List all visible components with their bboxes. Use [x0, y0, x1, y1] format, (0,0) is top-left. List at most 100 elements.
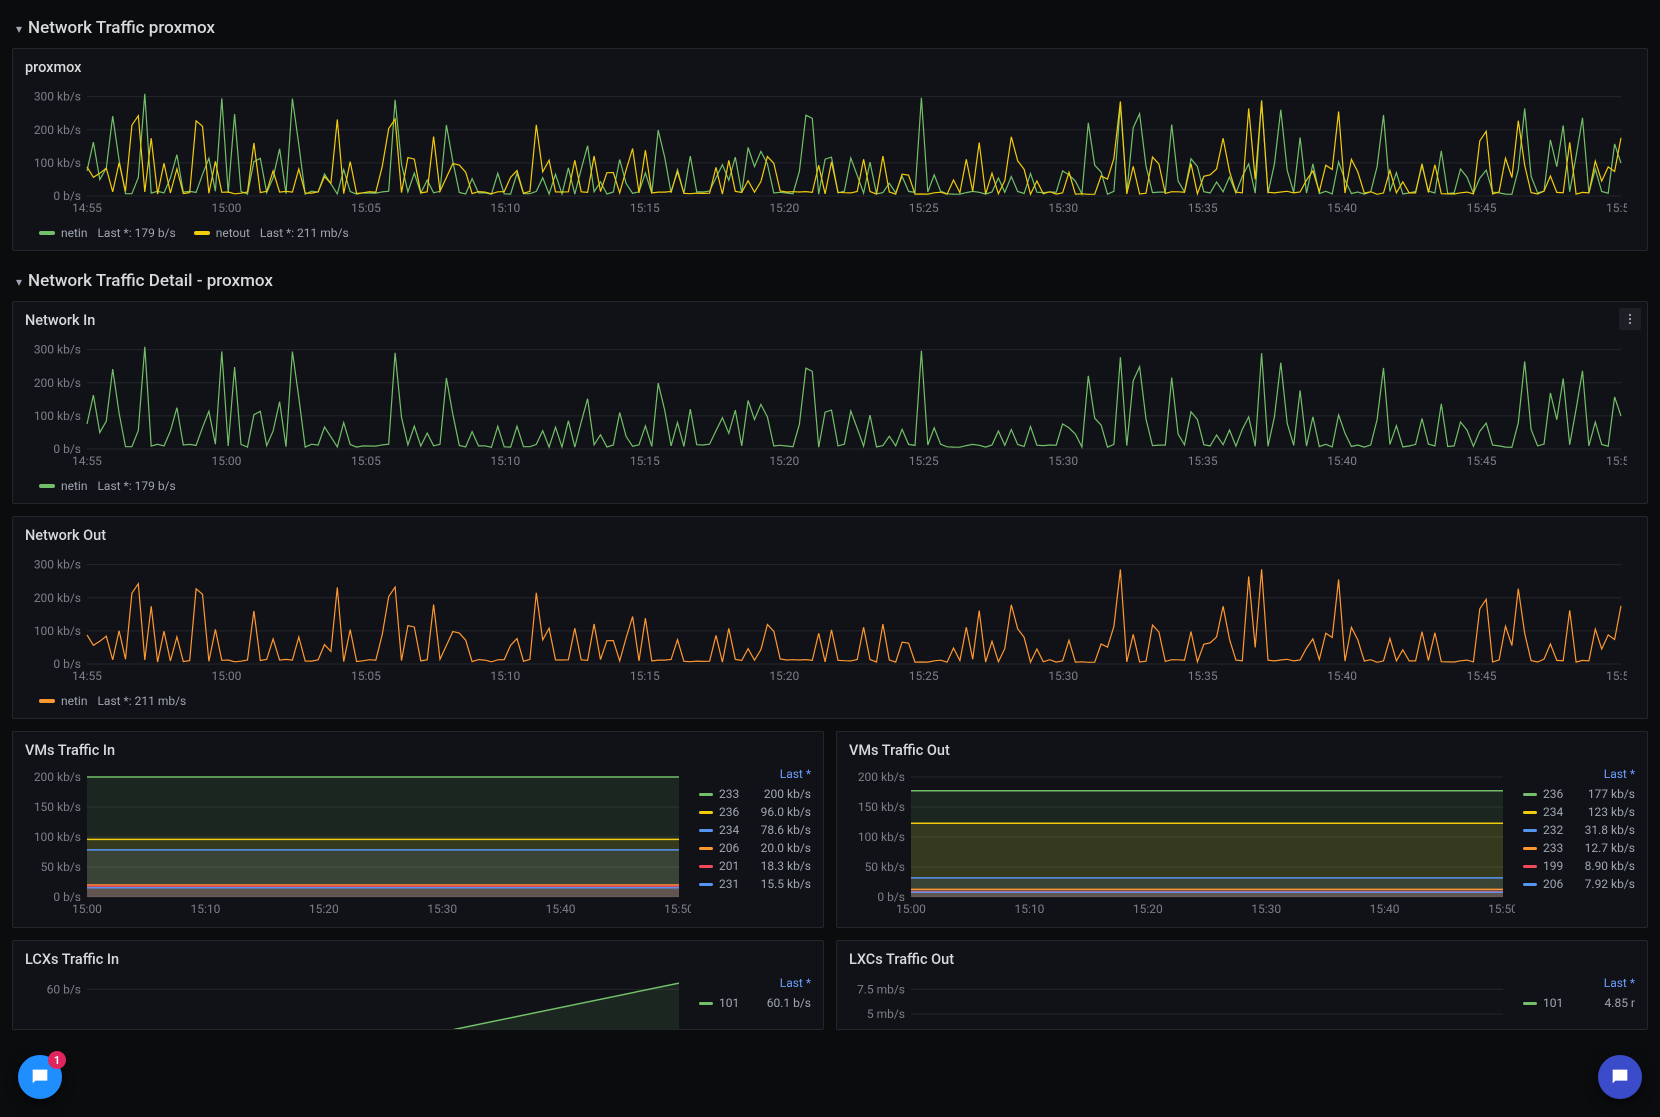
svg-text:15:40: 15:40 [1327, 669, 1357, 683]
svg-text:15:00: 15:00 [212, 669, 242, 683]
legend-item[interactable]: netinLast *: 179 b/s [39, 479, 176, 493]
svg-text:60 b/s: 60 b/s [47, 982, 81, 996]
legend-series-name: 199 [1543, 859, 1563, 873]
chart-network-in[interactable]: 0 b/s100 kb/s200 kb/s300 kb/s14:5515:001… [13, 329, 1647, 473]
legend-row[interactable]: 23231.8 kb/s [1523, 821, 1635, 839]
legend-lxc-in: Last *10160.1 b/s [699, 976, 811, 1030]
legend-swatch [1523, 793, 1537, 796]
chart-vms-in[interactable]: 0 b/s50 kb/s100 kb/s150 kb/s200 kb/s15:0… [25, 767, 691, 917]
section-header-network-traffic[interactable]: ▾ Network Traffic proxmox [12, 10, 1648, 48]
svg-text:15:20: 15:20 [1133, 902, 1163, 916]
svg-text:15:45: 15:45 [1467, 669, 1497, 683]
legend-series-name: 236 [1543, 787, 1563, 801]
legend-item[interactable]: netin Last *: 179 b/s [39, 226, 176, 240]
svg-text:15:25: 15:25 [909, 201, 939, 215]
legend-swatch [699, 883, 713, 886]
legend-swatch [1523, 1002, 1537, 1005]
chat-widget-left[interactable]: 1 [18, 1055, 62, 1099]
panel-title: Network Out [13, 517, 1647, 544]
legend-series-name: netin [61, 226, 87, 240]
legend-series-name: 234 [1543, 805, 1563, 819]
svg-text:15:20: 15:20 [309, 902, 339, 916]
legend-series-value: 7.92 kb/s [1585, 877, 1635, 891]
chevron-down-icon: ▾ [16, 275, 22, 289]
svg-text:7.5 mb/s: 7.5 mb/s [857, 982, 905, 996]
legend-series-value: 8.90 kb/s [1585, 859, 1635, 873]
legend-swatch [39, 231, 55, 235]
legend-row[interactable]: 199 8.90 kb/s [1523, 857, 1635, 875]
legend-series-last: Last *: 179 b/s [97, 226, 175, 240]
legend-swatch [699, 1002, 713, 1005]
panel-vms-traffic-in: VMs Traffic In 0 b/s50 kb/s100 kb/s150 k… [12, 731, 824, 928]
legend-row[interactable]: 10160.1 b/s [699, 994, 811, 1012]
legend-series-value: 12.7 kb/s [1585, 841, 1635, 855]
svg-text:200 kb/s: 200 kb/s [34, 770, 81, 784]
panel-menu-button[interactable] [1619, 308, 1641, 330]
legend-series-value: 20.0 kb/s [761, 841, 811, 855]
svg-text:15:30: 15:30 [1251, 902, 1281, 916]
legend-row[interactable]: 23312.7 kb/s [1523, 839, 1635, 857]
legend-lxc-out: Last *1014.85 r [1523, 976, 1635, 1030]
svg-text:200 kb/s: 200 kb/s [858, 770, 905, 784]
legend-row[interactable]: 231 15.5 kb/s [699, 875, 811, 893]
legend-series-name: 201 [719, 859, 739, 873]
legend-swatch [699, 793, 713, 796]
legend-series-name: 236 [719, 805, 739, 819]
legend-series-name: 231 [719, 877, 739, 891]
panel-title: VMs Traffic Out [837, 732, 1647, 759]
legend-item[interactable]: netoutLast *: 211 mb/s [194, 226, 349, 240]
chart-lxc-in[interactable]: 60 b/s [25, 976, 691, 1030]
svg-text:15:50: 15:50 [1606, 669, 1627, 683]
legend-item[interactable]: netinLast *: 211 mb/s [39, 694, 186, 708]
panel-network-out: Network Out 0 b/s100 kb/s200 kb/s300 kb/… [12, 516, 1648, 719]
chart-proxmox[interactable]: 0 b/s100 kb/s200 kb/s300 kb/s14:5515:001… [13, 76, 1647, 220]
svg-text:15:35: 15:35 [1188, 669, 1218, 683]
legend-series-value: 96.0 kb/s [761, 805, 811, 819]
legend-row[interactable]: 236 96.0 kb/s [699, 803, 811, 821]
legend-row[interactable]: 236 177 kb/s [1523, 785, 1635, 803]
legend-series-value: 15.5 kb/s [761, 877, 811, 891]
legend-swatch [1523, 865, 1537, 868]
svg-text:15:50: 15:50 [1488, 902, 1515, 916]
svg-text:15:10: 15:10 [490, 454, 520, 468]
legend-swatch [699, 847, 713, 850]
panel-network-in: Network In 0 b/s100 kb/s200 kb/s300 kb/s… [12, 301, 1648, 504]
legend-header[interactable]: Last * [1523, 767, 1635, 785]
chart-lxc-out[interactable]: 7.5 mb/s5 mb/s [849, 976, 1515, 1030]
svg-text:50 kb/s: 50 kb/s [865, 860, 905, 874]
section-header-detail[interactable]: ▾ Network Traffic Detail - proxmox [12, 263, 1648, 301]
legend-row[interactable]: 234123 kb/s [1523, 803, 1635, 821]
legend-row[interactable]: 233200 kb/s [699, 785, 811, 803]
panel-title: VMs Traffic In [13, 732, 823, 759]
legend-swatch [1523, 829, 1537, 832]
svg-text:15:35: 15:35 [1188, 454, 1218, 468]
legend-swatch [39, 484, 55, 488]
legend-row[interactable]: 2067.92 kb/s [1523, 875, 1635, 893]
legend-row[interactable]: 201 18.3 kb/s [699, 857, 811, 875]
chart-vms-out[interactable]: 0 b/s50 kb/s100 kb/s150 kb/s200 kb/s15:0… [849, 767, 1515, 917]
legend-row[interactable]: 1014.85 r [1523, 994, 1635, 1012]
svg-text:200 kb/s: 200 kb/s [34, 376, 81, 390]
legend-header[interactable]: Last * [1523, 976, 1635, 994]
svg-text:15:30: 15:30 [1048, 454, 1078, 468]
legend-swatch [1523, 883, 1537, 886]
svg-text:15:00: 15:00 [212, 201, 242, 215]
legend-row[interactable]: 20620.0 kb/s [699, 839, 811, 857]
chat-widget-right[interactable] [1598, 1055, 1642, 1099]
chart-network-out[interactable]: 0 b/s100 kb/s200 kb/s300 kb/s14:5515:001… [13, 544, 1647, 688]
svg-text:15:20: 15:20 [769, 669, 799, 683]
legend-header[interactable]: Last * [699, 767, 811, 785]
legend-row[interactable]: 23478.6 kb/s [699, 821, 811, 839]
svg-text:15:25: 15:25 [909, 669, 939, 683]
legend-swatch [699, 829, 713, 832]
panel-vms-traffic-out: VMs Traffic Out 0 b/s50 kb/s100 kb/s150 … [836, 731, 1648, 928]
legend-series-value: 18.3 kb/s [761, 859, 811, 873]
svg-text:14:55: 14:55 [72, 201, 102, 215]
legend-series-value: 177 kb/s [1588, 787, 1635, 801]
legend-swatch [699, 865, 713, 868]
legend-header[interactable]: Last * [699, 976, 811, 994]
svg-text:100 kb/s: 100 kb/s [34, 624, 81, 638]
legend-swatch [699, 811, 713, 814]
legend-series-value: 60.1 b/s [767, 996, 811, 1010]
legend-series-value: 4.85 r [1605, 996, 1635, 1010]
